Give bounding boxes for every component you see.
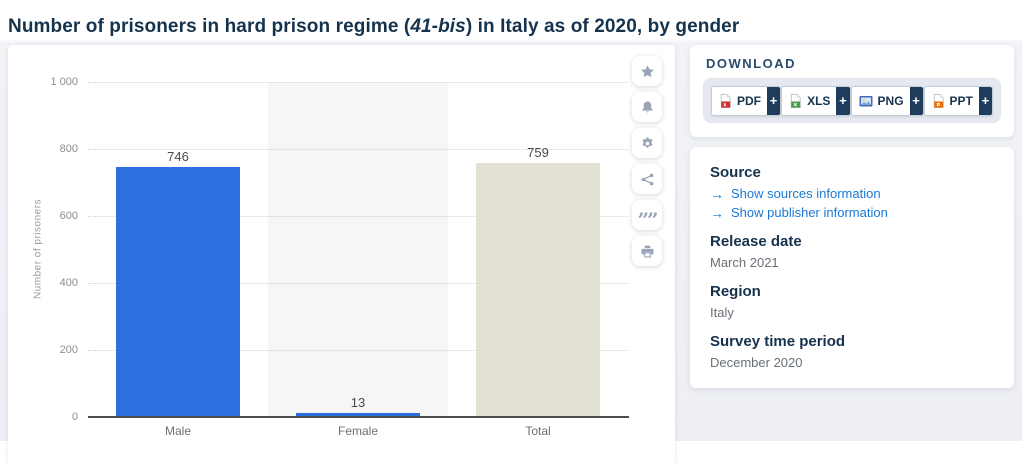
bar-value-label: 746 <box>167 149 189 165</box>
download-xls-button[interactable]: XLS + <box>781 85 851 116</box>
png-file-icon <box>858 93 874 109</box>
quote-icon: ”” <box>637 207 658 232</box>
region-value: Italy <box>710 305 734 320</box>
y-tick-label: 0 <box>71 411 78 423</box>
plus-icon[interactable]: + <box>978 86 992 115</box>
download-format-label: PPT <box>949 93 973 108</box>
xls-file-icon <box>788 93 803 109</box>
toolbar-button-quote[interactable]: ”” <box>632 200 662 230</box>
bar-male[interactable] <box>116 167 240 417</box>
x-axis-labels: Male Female Total <box>88 424 628 438</box>
page-title: Number of prisoners in hard prison regim… <box>8 16 739 38</box>
plot-area: 746 13 759 <box>88 82 628 417</box>
release-date-heading: Release date <box>710 233 802 250</box>
plus-icon[interactable]: + <box>836 86 850 115</box>
download-heading: DOWNLOAD <box>706 56 796 71</box>
x-axis-label: Total <box>525 424 551 438</box>
show-sources-link-label: Show sources information <box>731 186 881 201</box>
bell-icon <box>640 100 655 115</box>
y-tick-label: 1 000 <box>50 76 78 88</box>
show-sources-link[interactable]: → Show sources information <box>710 186 994 201</box>
toolbar-button-star[interactable] <box>632 56 662 86</box>
survey-period-heading: Survey time period <box>710 333 846 350</box>
gridline <box>88 216 628 217</box>
arrow-right-icon: → <box>710 204 724 221</box>
download-pdf-button[interactable]: PDF + <box>711 85 782 116</box>
x-axis-label: Male <box>164 424 191 438</box>
gridline <box>88 350 628 351</box>
page-title-suffix: ) in Italy as of 2020, by gender <box>465 15 740 37</box>
chart-toolbar: ”” <box>632 56 664 272</box>
download-png-button[interactable]: PNG + <box>850 85 924 116</box>
page-title-italic: 41-bis <box>410 15 466 37</box>
share-icon <box>640 172 655 187</box>
download-ppt-button[interactable]: PPT + <box>923 85 993 116</box>
toolbar-button-gear[interactable] <box>632 128 662 158</box>
arrow-right-icon: → <box>710 185 724 202</box>
release-date-value: March 2021 <box>710 255 779 270</box>
print-icon <box>640 244 655 259</box>
source-card: Source → Show sources information → Show… <box>690 147 1014 388</box>
toolbar-button-bell[interactable] <box>632 92 662 122</box>
category-band-highlight <box>268 82 448 417</box>
show-publisher-link[interactable]: → Show publisher information <box>710 205 994 220</box>
y-tick-label: 600 <box>59 210 78 222</box>
bar-value-label: 759 <box>527 144 549 160</box>
gridline <box>88 82 628 83</box>
y-tick-label: 400 <box>59 277 78 289</box>
download-format-label: PNG <box>877 93 904 108</box>
star-icon <box>640 64 655 79</box>
download-format-label: XLS <box>807 93 831 108</box>
gridline <box>88 149 628 150</box>
ppt-file-icon <box>931 93 946 109</box>
download-format-label: PDF <box>737 93 761 108</box>
pdf-file-icon <box>718 93 733 109</box>
bar-total[interactable] <box>476 162 600 417</box>
show-publisher-link-label: Show publisher information <box>731 205 888 220</box>
y-tick-label: 200 <box>59 344 78 356</box>
chart-card: Number of prisoners 746 13 759 0 200 400 600 8… <box>8 45 675 465</box>
download-buttons-group: PDF + XLS + PNG + PPT + <box>703 78 1001 123</box>
survey-period-value: December 2020 <box>710 355 803 370</box>
page-title-prefix: Number of prisoners in hard prison regim… <box>8 15 411 37</box>
bar-female[interactable] <box>296 412 420 417</box>
plus-icon[interactable]: + <box>767 86 781 115</box>
plus-icon[interactable]: + <box>909 86 923 115</box>
toolbar-button-print[interactable] <box>632 236 662 266</box>
bar-value-label: 13 <box>350 394 366 410</box>
x-axis-line <box>88 416 629 418</box>
x-axis-label: Female <box>337 424 378 438</box>
source-heading: Source <box>710 164 761 181</box>
region-heading: Region <box>710 283 761 300</box>
gear-icon <box>640 136 655 151</box>
download-card: DOWNLOAD PDF + XLS + PNG + PPT + <box>690 45 1014 137</box>
toolbar-button-share[interactable] <box>632 164 662 194</box>
y-tick-label: 800 <box>59 143 78 155</box>
gridline <box>88 283 628 284</box>
